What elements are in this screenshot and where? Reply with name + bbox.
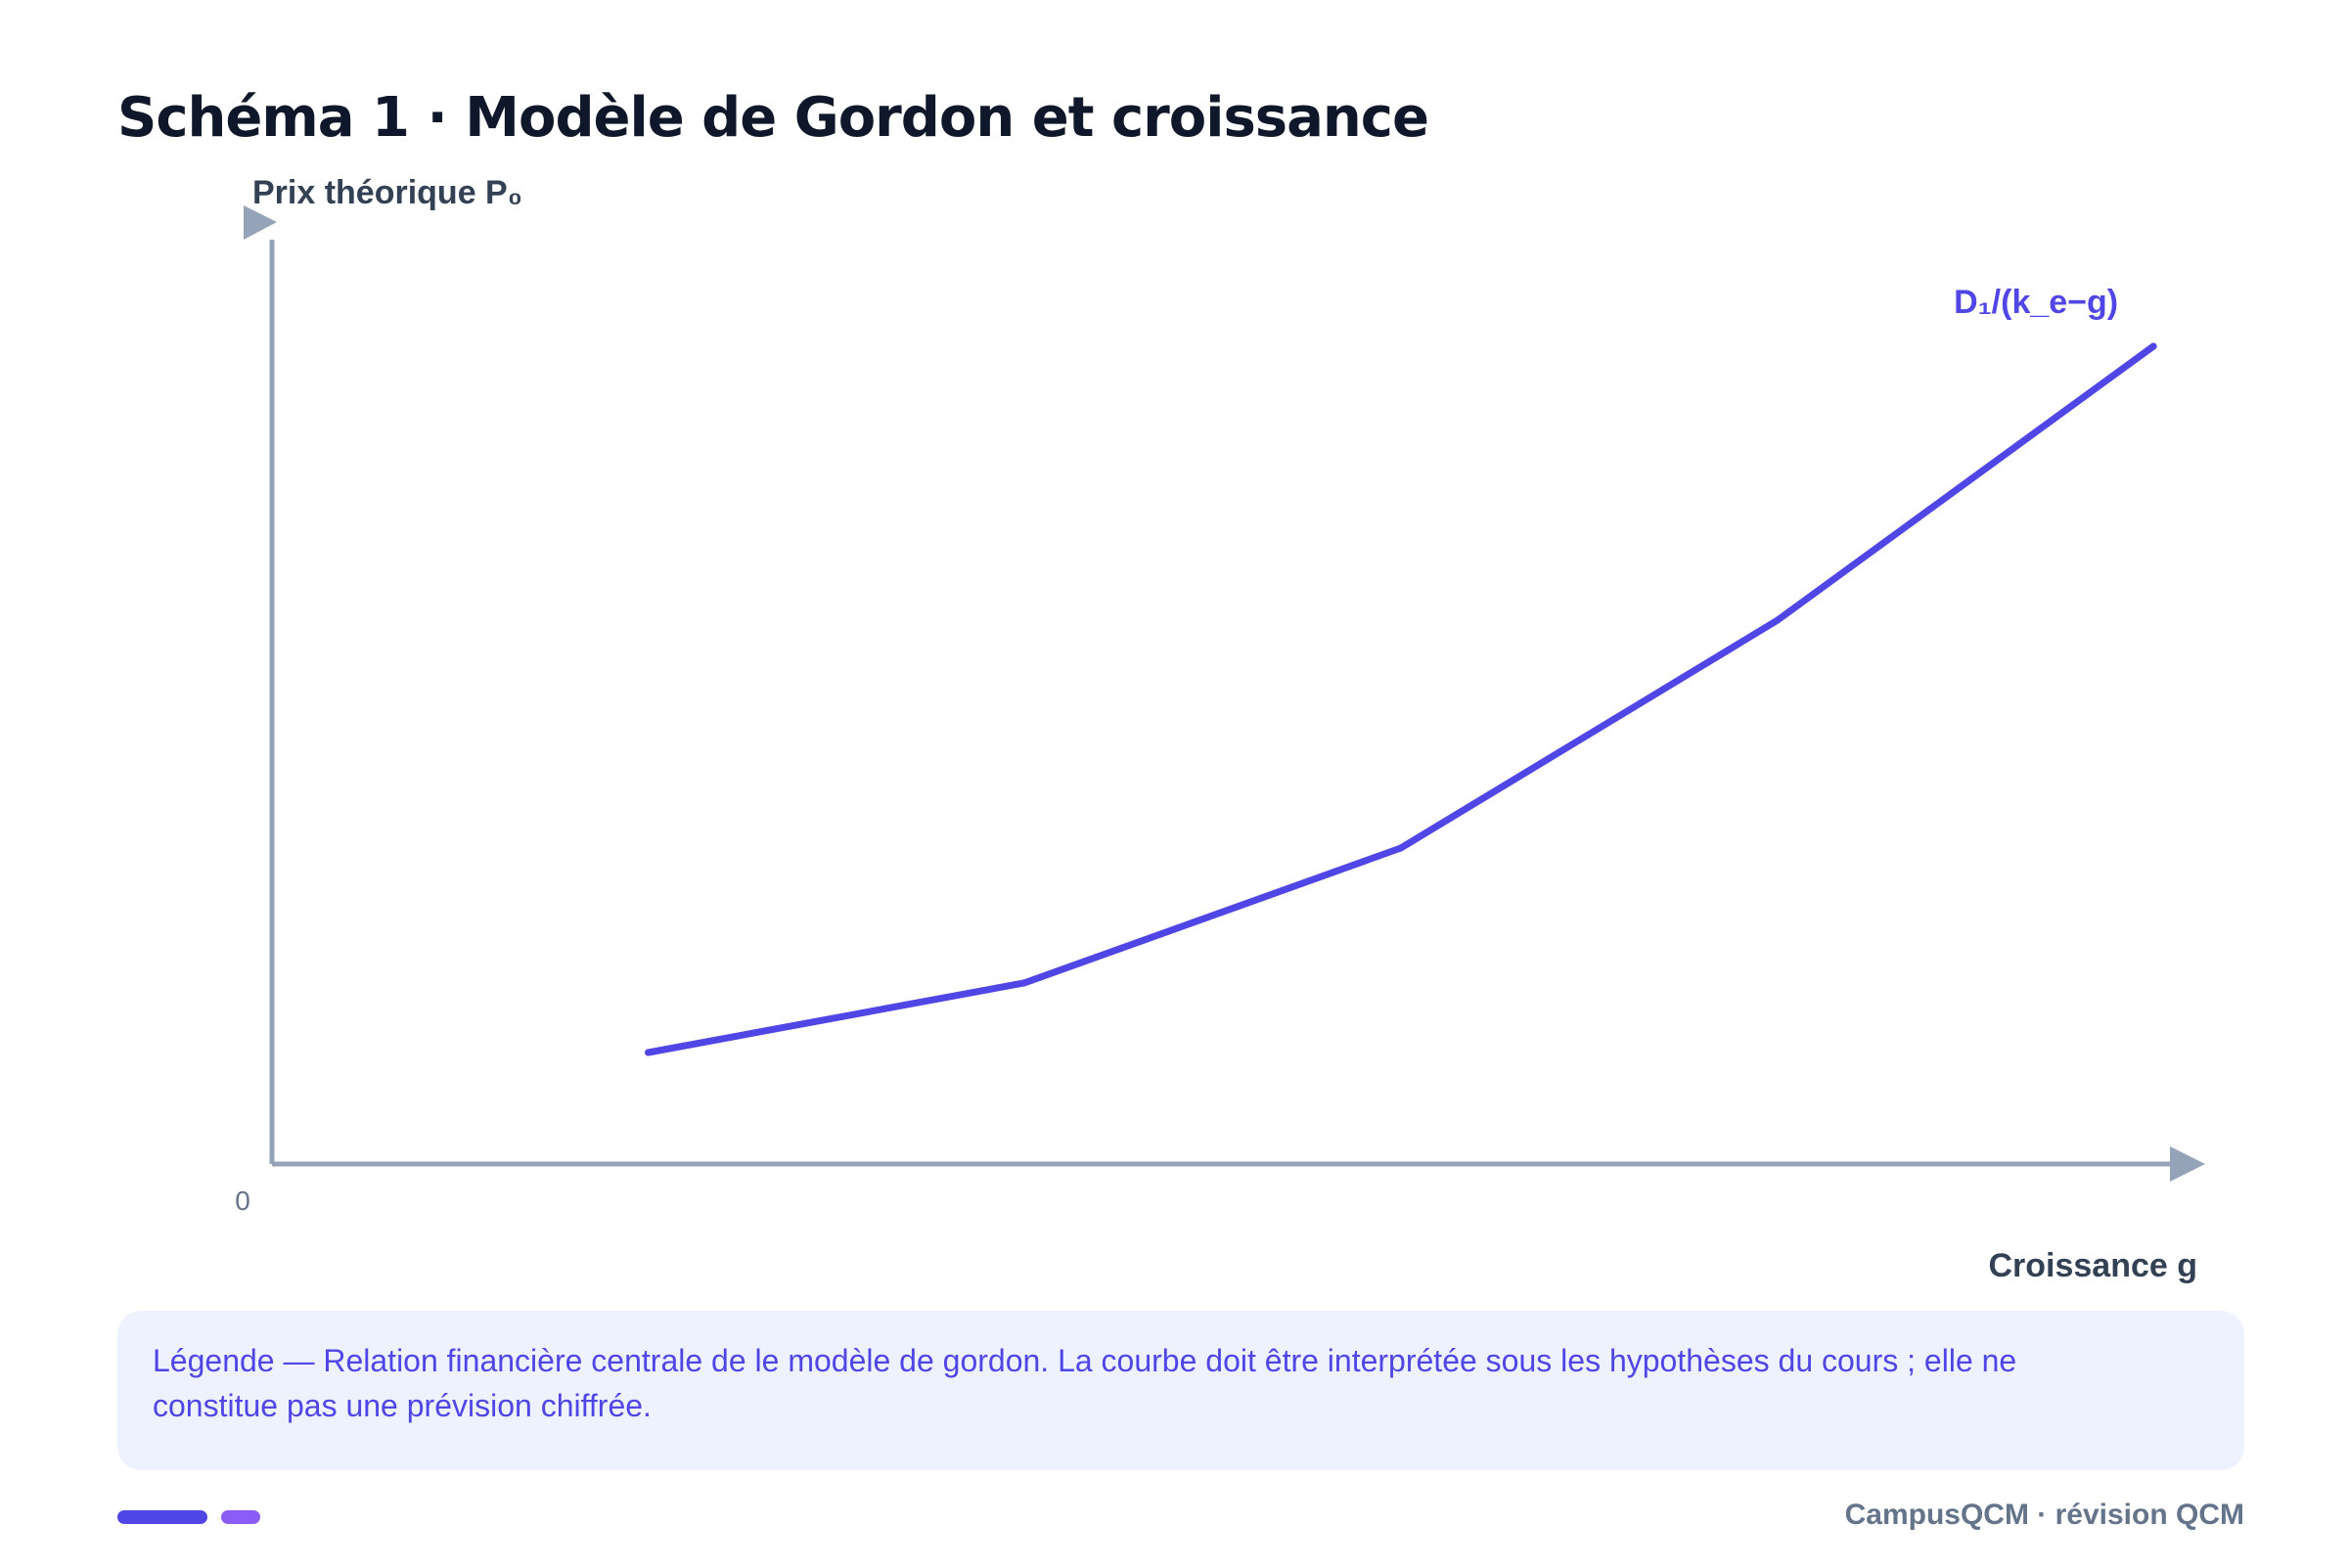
data-point xyxy=(1397,844,1405,852)
y-axis-arrow-icon xyxy=(244,205,277,240)
legend-text: Légende — Relation financière centrale d… xyxy=(153,1343,2017,1423)
page-title: Schéma 1 · Modèle de Gordon et croissanc… xyxy=(117,86,1429,150)
footer-accent-bar xyxy=(117,1510,207,1524)
x-axis-arrow-icon xyxy=(2170,1146,2205,1182)
data-point xyxy=(2149,342,2157,350)
y-axis-label: Prix théorique P₀ xyxy=(252,174,522,211)
data-point xyxy=(1774,616,1781,624)
footer-accent-dot xyxy=(221,1510,260,1524)
x-axis-label: Croissance g xyxy=(1988,1247,2197,1284)
legend-box: Légende — Relation financière centrale d… xyxy=(117,1311,2244,1470)
gordon-growth-chart: Prix théorique P₀ Croissance g 0 D₁/(k_e… xyxy=(235,174,2205,1284)
footer-brand: CampusQCM · révision QCM xyxy=(1844,1499,2244,1531)
data-point xyxy=(1020,979,1028,987)
series-line xyxy=(645,342,2157,1056)
series-label: D₁/(k_e−g) xyxy=(1954,284,2118,321)
data-point xyxy=(645,1049,653,1056)
origin-tick-label: 0 xyxy=(235,1186,250,1216)
